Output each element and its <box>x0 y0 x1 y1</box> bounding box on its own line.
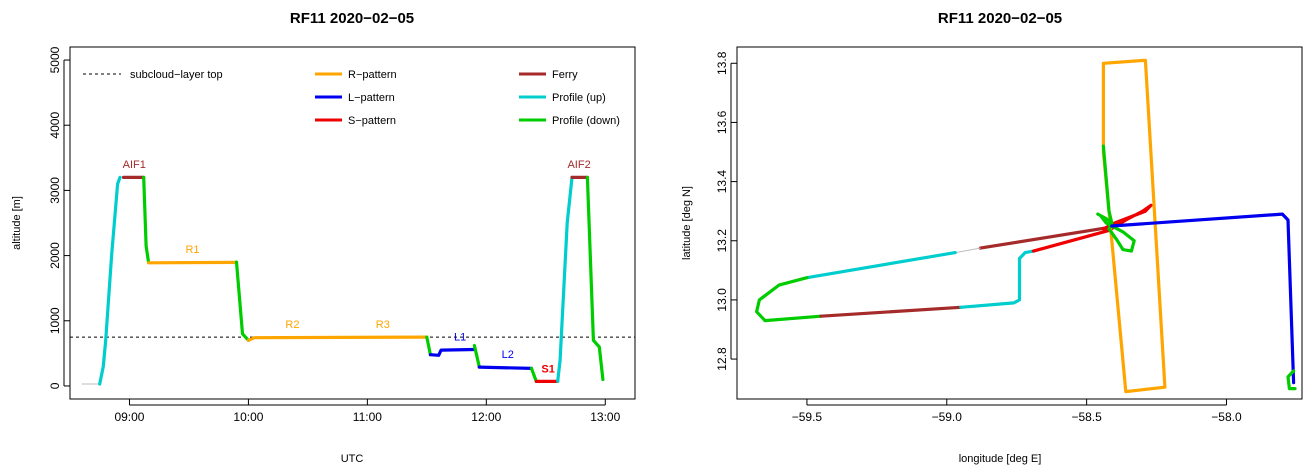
annotation-r2: R2 <box>285 319 299 331</box>
altitude-y-axis-label: altitude [m] <box>11 196 23 250</box>
map-series-ferry <box>819 305 963 318</box>
altitude-y-tick-label: 1000 <box>48 307 62 334</box>
altitude-series-profile-down <box>234 260 250 342</box>
map-y-ticks: 12.8 13.0 13.2 13.4 13.6 13.8 <box>715 51 737 371</box>
map-x-axis-label: longitude [deg E] <box>959 453 1042 465</box>
map-series-gap <box>954 247 981 254</box>
map-series-profile-down <box>1096 144 1136 253</box>
annotation-l2: L2 <box>502 349 514 361</box>
map-plot-title: RF11 2020−02−05 <box>938 10 1062 27</box>
altitude-x-tick-label: 11:00 <box>353 410 382 424</box>
legend-label-subcloud: subcloud−layer top <box>130 69 223 81</box>
map-y-tick-label: 13.4 <box>715 170 729 194</box>
map-y-tick-label: 13.8 <box>715 51 729 75</box>
map-x-tick-label: −59.5 <box>792 410 823 424</box>
map-series-ferry <box>978 225 1111 250</box>
altitude-series-r2-r3 <box>246 335 429 342</box>
map-y-axis-label: latitude [deg N] <box>681 186 693 260</box>
map-x-tick-label: −58.0 <box>1211 410 1242 424</box>
map-y-tick-label: 13.6 <box>715 110 729 134</box>
map-series-profile-up <box>959 249 1036 309</box>
map-series-profile-down <box>754 276 823 323</box>
altitude-series-profile-down <box>142 175 151 264</box>
legend-label-ferry: Ferry <box>552 69 578 81</box>
map-series <box>754 58 1297 394</box>
annotation-r3: R3 <box>376 319 390 331</box>
map-x-tick-label: −59.0 <box>932 410 963 424</box>
altitude-y-tick-label: 0 <box>48 382 62 389</box>
altitude-series-profile-down <box>529 366 538 383</box>
altitude-plot-frame <box>69 46 636 400</box>
map-x-tick-label: −58.5 <box>1071 410 1102 424</box>
map-y-tick-label: 12.8 <box>715 347 729 371</box>
map-y-tick-label: 13.0 <box>715 288 729 312</box>
legend-label-s-pattern: S−pattern <box>348 115 396 127</box>
altitude-series <box>81 175 605 386</box>
altitude-x-tick-label: 13:00 <box>590 410 620 424</box>
annotation-l1: L1 <box>454 331 466 343</box>
map-y-tick-label: 13.2 <box>715 229 729 253</box>
altitude-series-profile-down <box>425 335 432 357</box>
map-series-l-pattern <box>1110 212 1296 385</box>
annotation-r1: R1 <box>185 244 199 256</box>
altitude-legend: subcloud−layer top R−pattern L−pattern S… <box>83 69 620 127</box>
legend-label-profile-up: Profile (up) <box>552 92 606 104</box>
altitude-series-l2 <box>477 365 534 370</box>
altitude-x-tick-label: 09:00 <box>114 410 144 424</box>
legend-label-r-pattern: R−pattern <box>348 69 397 81</box>
legend-label-l-pattern: L−pattern <box>348 92 395 104</box>
altitude-y-ticks: 0 1000 2000 3000 4000 5000 <box>48 46 70 389</box>
annotation-aif1: AIF1 <box>123 159 146 171</box>
map-x-ticks: −59.5 −59.0 −58.5 −58.0 <box>792 399 1242 424</box>
map-series-r-pattern <box>1101 58 1167 394</box>
track-map-panel: RF11 2020−02−05 longitude [deg E] latitu… <box>681 10 1303 465</box>
annotation-aif2: AIF2 <box>567 159 590 171</box>
altitude-y-tick-label: 4000 <box>48 112 62 139</box>
map-series-profile-down <box>1286 369 1297 391</box>
altitude-y-tick-label: 5000 <box>48 46 62 73</box>
altitude-y-tick-label: 3000 <box>48 177 62 204</box>
altitude-x-axis-label: UTC <box>341 453 364 465</box>
altitude-series-l1 <box>428 347 476 357</box>
altitude-x-tick-label: 10:00 <box>233 410 263 424</box>
altitude-panel: RF11 2020−02−05 UTC altitude [m] 09:00 10… <box>11 10 636 465</box>
annotation-s1: S1 <box>541 363 554 375</box>
altitude-annotations: AIF1 R1 R2 R3 L1 L2 S1 AIF2 <box>123 159 591 375</box>
map-plot-frame <box>736 46 1303 400</box>
map-series-profile-up <box>805 251 957 280</box>
altitude-series-profile-up <box>556 175 574 383</box>
altitude-plot-title: RF11 2020−02−05 <box>290 10 414 27</box>
legend-label-profile-down: Profile (down) <box>552 115 620 127</box>
altitude-x-ticks: 09:00 10:00 11:00 12:00 13:00 <box>114 399 621 424</box>
altitude-series-profile-down <box>472 343 481 368</box>
altitude-series-profile-up <box>98 175 122 386</box>
altitude-x-tick-label: 12:00 <box>471 410 501 424</box>
altitude-series-profile-down <box>585 175 605 381</box>
altitude-y-tick-label: 2000 <box>48 242 62 269</box>
